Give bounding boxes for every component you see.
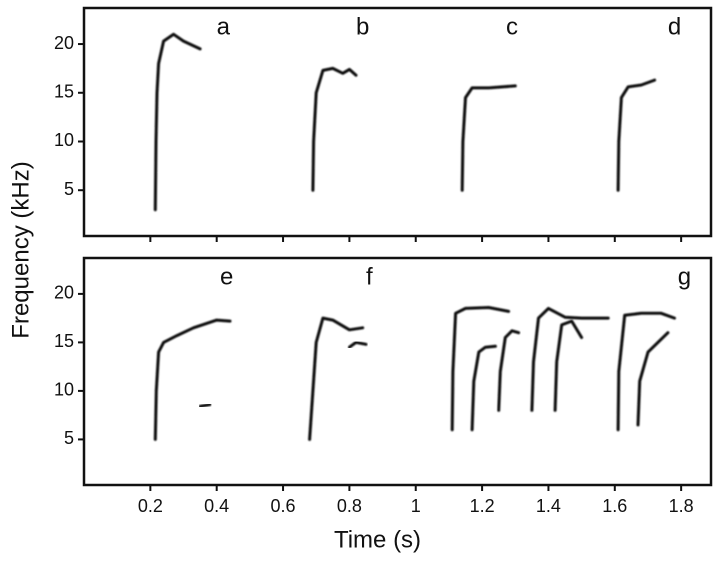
trace [636,331,670,427]
x-tick-label: 1 [411,496,421,516]
x-tick-label: 0.6 [271,496,296,516]
panel-frame [82,6,713,238]
trace [347,340,368,349]
trace [450,306,511,432]
trace [616,78,657,192]
x-tick-label: 0.4 [204,496,229,516]
y-tick-label: 5 [64,428,74,448]
y-tick-label: 15 [54,331,74,351]
y-tick-label: 15 [54,82,74,102]
panel-label: d [668,13,681,40]
trace [153,32,202,212]
y-tick-label: 20 [54,283,74,303]
y-tick-label: 20 [54,33,74,53]
y-tick-label: 10 [54,130,74,150]
y-tick-label: 5 [64,179,74,199]
panel-frame [82,256,713,487]
x-tick-label: 1.2 [470,496,495,516]
panel-label: g [678,263,691,290]
y-axis-label: Frequency (kHz) [7,161,34,338]
y-tick-label: 10 [54,380,74,400]
x-tick-label: 1.6 [602,496,627,516]
x-axis-label: Time (s) [334,526,421,553]
x-tick-label: 1.4 [536,496,561,516]
x-tick-label: 0.8 [337,496,362,516]
trace [616,311,676,432]
trace [308,316,365,441]
trace [198,403,212,408]
trace [311,66,358,192]
panel-label: c [506,13,518,40]
trace [553,319,584,412]
panel-label: f [366,263,373,290]
panel-label: a [217,13,231,40]
trace [470,344,497,432]
x-tick-label: 0.2 [138,496,163,516]
trace [153,318,232,441]
trace [497,329,521,412]
trace [460,84,517,192]
x-tick-label: 1.8 [669,496,694,516]
trace [530,306,610,412]
panel-label: e [220,263,233,290]
panel-label: b [356,13,369,40]
